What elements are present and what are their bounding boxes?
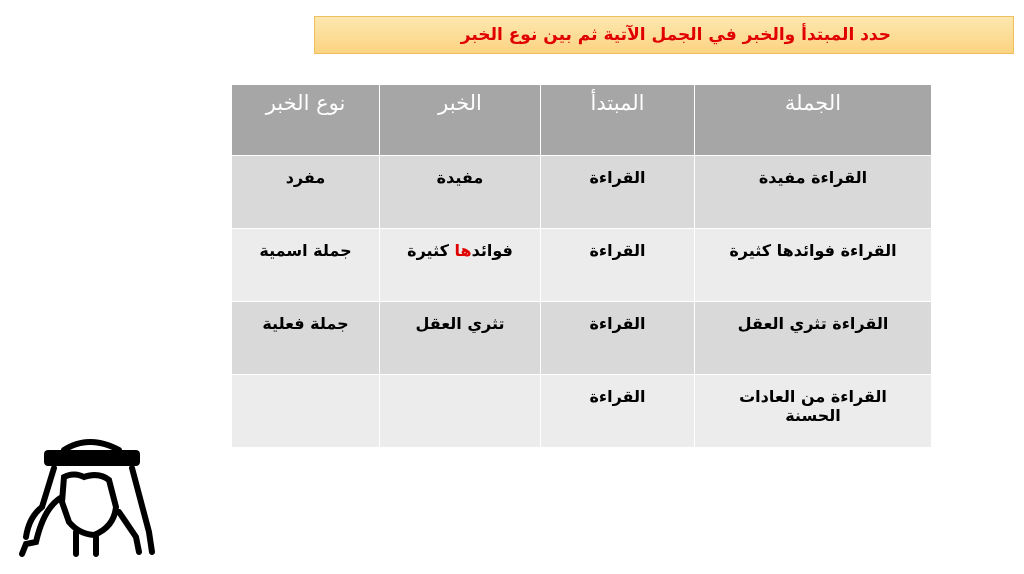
header-predicate-type: نوع الخبر	[231, 84, 380, 156]
cell-subject: القراءة	[540, 155, 695, 229]
cell-predicate: مفيدة	[379, 155, 541, 229]
header-subject: المبتدأ	[540, 84, 695, 156]
header-sentence: الجملة	[694, 84, 932, 156]
cell-type: جملة فعلية	[231, 301, 380, 375]
cell-sentence: القراءة من العادات الحسنة	[694, 374, 932, 448]
predicate-highlight: ها	[454, 241, 472, 260]
cell-predicate: فوائدها كثيرة	[379, 228, 541, 302]
table-row: القراءة مفيدة القراءة مفيدة مفرد	[231, 155, 932, 229]
cell-sentence: القراءة مفيدة	[694, 155, 932, 229]
table-row: القراءة من العادات الحسنة القراءة	[231, 374, 932, 448]
instruction-title: حدد المبتدأ والخبر في الجمل الآتية ثم بي…	[314, 16, 1014, 54]
predicate-part: فوائد	[471, 241, 513, 260]
header-predicate: الخبر	[379, 84, 541, 156]
cell-sentence: القراءة فوائدها كثيرة	[694, 228, 932, 302]
table-header-row: الجملة المبتدأ الخبر نوع الخبر	[231, 84, 932, 156]
table-row: القراءة تثري العقل القراءة تثري العقل جم…	[231, 301, 932, 375]
cell-type: جملة اسمية	[231, 228, 380, 302]
cell-subject: القراءة	[540, 228, 695, 302]
cell-sentence: القراءة تثري العقل	[694, 301, 932, 375]
grammar-table: الجملة المبتدأ الخبر نوع الخبر القراءة م…	[231, 84, 932, 448]
cell-type	[231, 374, 380, 448]
table-row: القراءة فوائدها كثيرة القراءة فوائدها كث…	[231, 228, 932, 302]
man-with-keffiyeh-icon	[19, 439, 155, 557]
cell-subject: القراءة	[540, 301, 695, 375]
predicate-part: كثيرة	[407, 241, 455, 260]
cell-type: مفرد	[231, 155, 380, 229]
cell-predicate: تثري العقل	[379, 301, 541, 375]
cell-predicate	[379, 374, 541, 448]
cell-subject: القراءة	[540, 374, 695, 448]
